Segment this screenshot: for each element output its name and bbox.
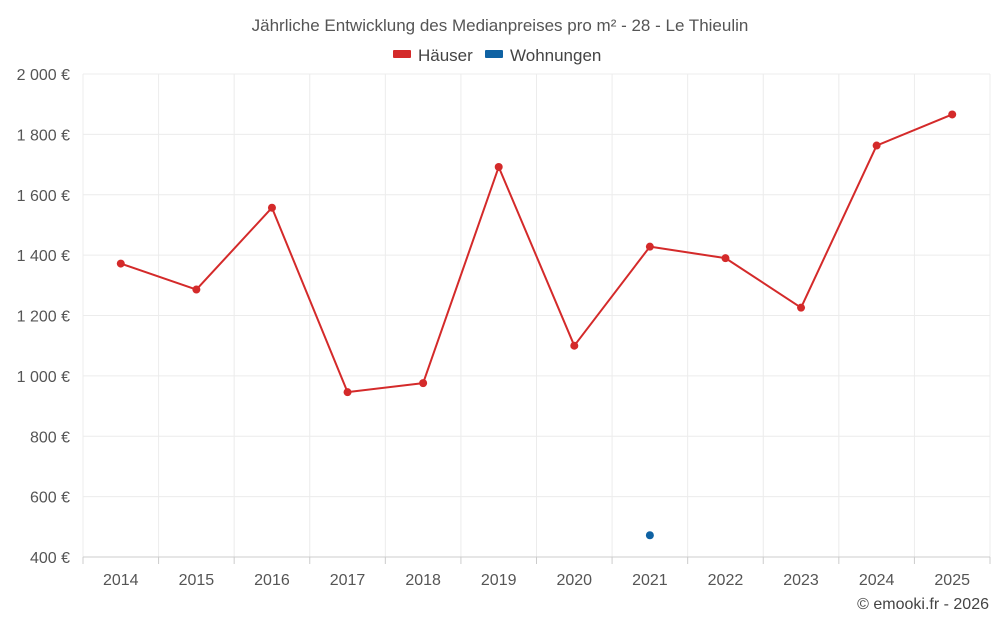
legend: Häuser Wohnungen [393, 46, 601, 65]
y-tick-label: 1 200 € [17, 309, 70, 326]
data-point-houses[interactable] [192, 285, 201, 294]
x-tick-label: 2025 [934, 572, 970, 589]
data-point-houses[interactable] [872, 141, 881, 150]
x-tick-label: 2019 [481, 572, 517, 589]
y-tick-label: 600 € [30, 490, 70, 507]
x-tick-label: 2021 [632, 572, 668, 589]
y-tick-label: 800 € [30, 429, 70, 446]
x-tick-label: 2014 [103, 572, 139, 589]
y-axis: 400 € 600 € 800 € 1 000 € 1 200 € 1 400 € 1 60… [17, 67, 70, 567]
y-tick-label: 1 000 € [17, 369, 70, 386]
y-tick-label: 1 800 € [17, 127, 70, 144]
data-point-houses[interactable] [494, 162, 503, 171]
y-tick-label: 400 € [30, 550, 70, 567]
data-point-houses[interactable] [419, 379, 428, 388]
y-tick-label: 1 600 € [17, 188, 70, 205]
data-point-houses[interactable] [267, 203, 276, 212]
data-point-apartments[interactable] [645, 531, 654, 540]
data-point-houses[interactable] [797, 303, 806, 312]
chart-title: Jährliche Entwicklung des Medianpreises … [252, 16, 749, 35]
data-point-houses[interactable] [721, 254, 730, 263]
x-tick-label: 2015 [179, 572, 215, 589]
x-axis: 2014 2015 2016 2017 2018 2019 2020 2021 2022 2023… [82, 556, 991, 589]
x-tick-label: 2018 [405, 572, 441, 589]
x-tick-label: 2022 [708, 572, 744, 589]
legend-item-houses[interactable]: Häuser [393, 46, 473, 65]
data-point-houses[interactable] [570, 341, 579, 350]
grid [82, 73, 991, 558]
legend-swatch-houses [393, 50, 411, 58]
data-point-houses[interactable] [645, 242, 654, 251]
x-tick-label: 2016 [254, 572, 290, 589]
legend-label-apartments: Wohnungen [510, 46, 601, 65]
x-tick-label: 2024 [859, 572, 895, 589]
data-point-houses[interactable] [343, 388, 352, 397]
data-point-houses[interactable] [948, 110, 957, 119]
y-tick-label: 1 400 € [17, 248, 70, 265]
y-tick-label: 2 000 € [17, 67, 70, 84]
series [116, 110, 957, 540]
legend-swatch-apartments [485, 50, 503, 58]
x-tick-label: 2017 [330, 572, 366, 589]
legend-label-houses: Häuser [418, 46, 473, 65]
x-tick-label: 2023 [783, 572, 819, 589]
x-tick-label: 2020 [556, 572, 592, 589]
series-line-houses [120, 113, 953, 394]
legend-item-apartments[interactable]: Wohnungen [485, 46, 601, 65]
credit-text: © emooki.fr - 2026 [857, 596, 989, 613]
data-point-houses[interactable] [116, 259, 125, 268]
